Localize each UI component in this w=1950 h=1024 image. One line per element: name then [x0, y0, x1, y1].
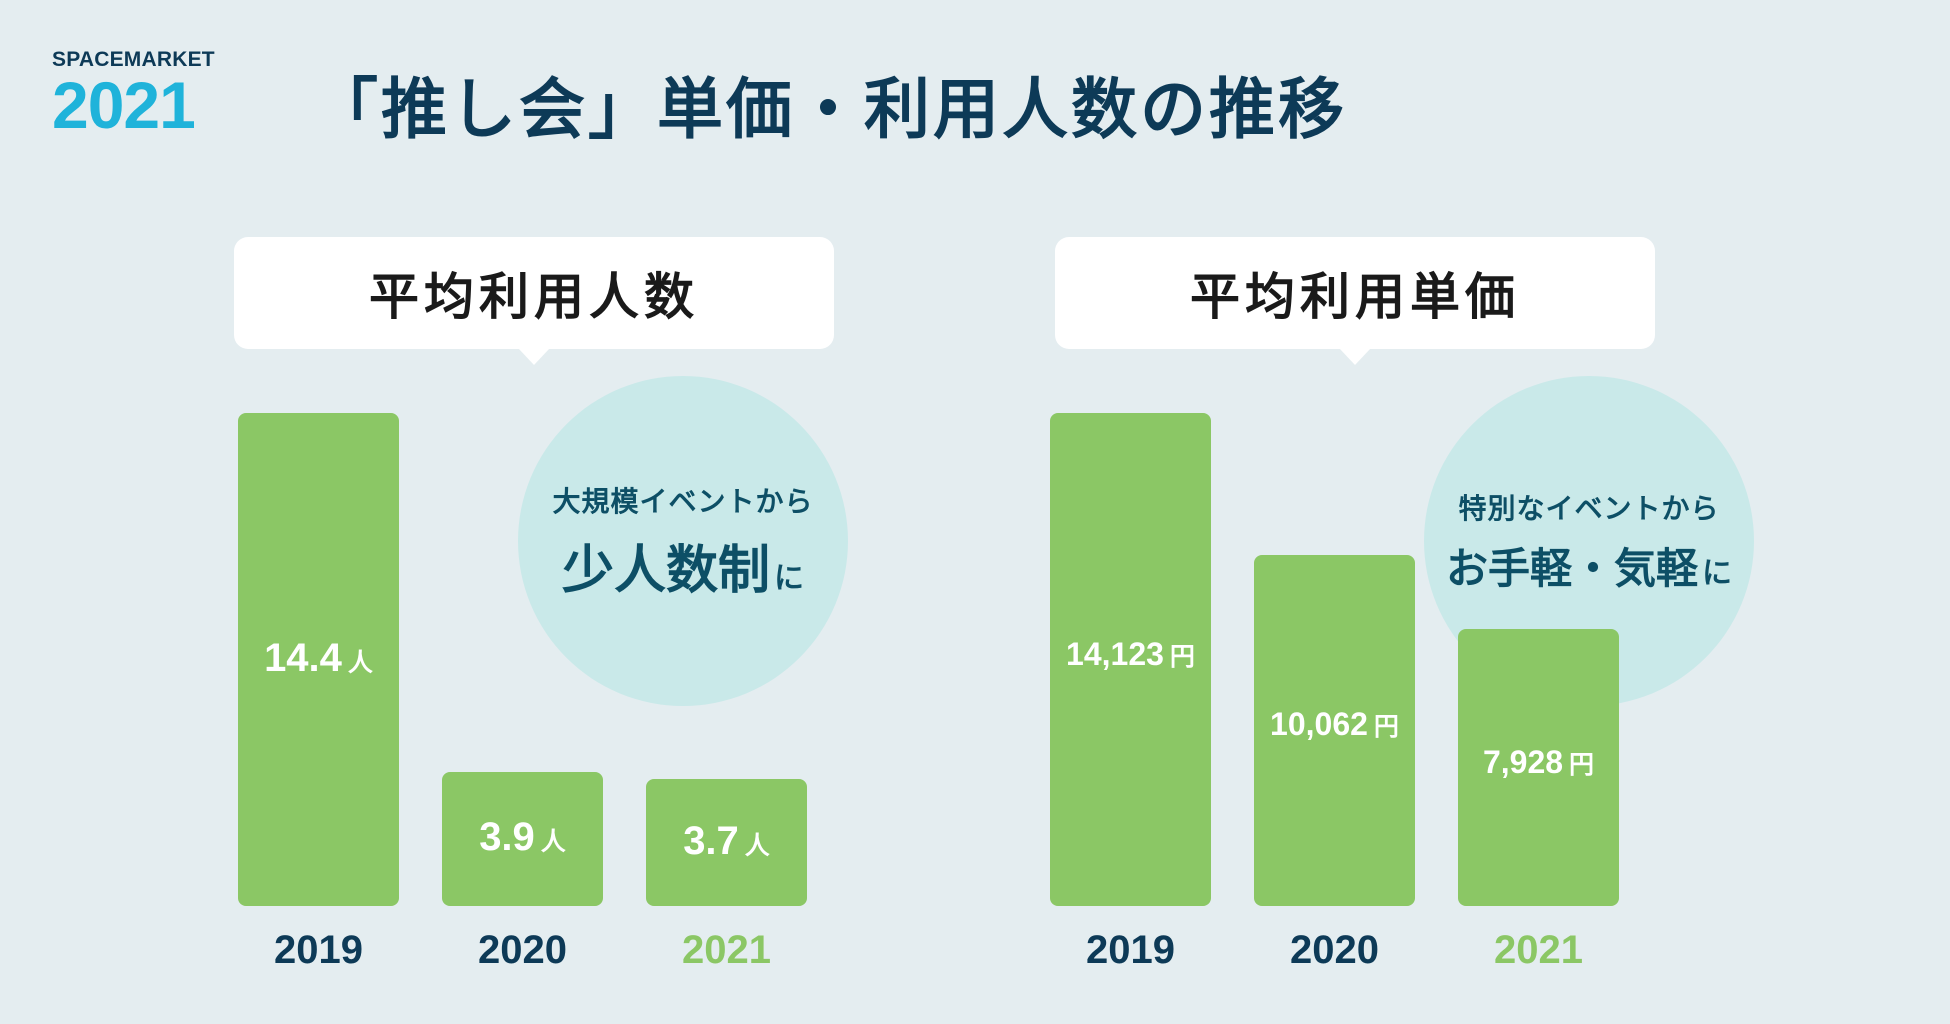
- chart1-year-2020: 2020: [478, 928, 567, 972]
- chart1-year-2019: 2019: [274, 928, 363, 972]
- chart2-bar-2019: 14,123 円: [1050, 413, 1211, 906]
- chart1-title: 平均利用人数: [234, 237, 834, 349]
- chart1-value-2019: 14.4 人: [264, 635, 373, 680]
- chart2-callout-tail: に: [1702, 555, 1732, 591]
- chart1-year-2021: 2021: [682, 928, 771, 972]
- chart1-callout: 大規模イベントから 少人数制に: [518, 376, 848, 706]
- chart1-bar-2019: 14.4 人: [238, 413, 399, 906]
- chart2-callout-line1: 特別なイベントから: [1458, 491, 1720, 525]
- chart2-value-2021: 7,928 円: [1482, 743, 1595, 780]
- chart2-year-2020: 2020: [1290, 928, 1379, 972]
- chart1-bar-2020: 3.9 人: [442, 772, 603, 906]
- chart1-value-2020: 3.9 人: [479, 815, 566, 860]
- chart2-callout-big: お手軽・気軽: [1445, 543, 1698, 593]
- chart2-bar-2020: 10,062 円: [1254, 554, 1415, 906]
- chart2-year-2019: 2019: [1086, 928, 1175, 972]
- logo-year: 2021: [52, 68, 196, 142]
- chart2-value-2020: 10,062 円: [1270, 706, 1399, 743]
- chart1-bar-2021: 3.7 人: [646, 779, 807, 906]
- chart2-value-2019: 14,123 円: [1066, 635, 1195, 672]
- chart2-year-2021: 2021: [1494, 928, 1583, 972]
- logo: SPACEMARKET 2021: [52, 48, 215, 142]
- chart1-callout-big: 少人数制: [561, 540, 770, 601]
- chart2-bar-2021: 7,928 円: [1458, 629, 1619, 906]
- chart1-callout-tail: に: [774, 560, 804, 596]
- chart2-title: 平均利用単価: [1055, 237, 1655, 349]
- chart1-callout-line1: 大規模イベントから: [552, 484, 814, 518]
- logo-wordmark: SPACEMARKET: [52, 48, 215, 71]
- chart1-value-2021: 3.7 人: [683, 818, 770, 863]
- page-title: 「推し会」単価・利用人数の推移: [312, 71, 1347, 148]
